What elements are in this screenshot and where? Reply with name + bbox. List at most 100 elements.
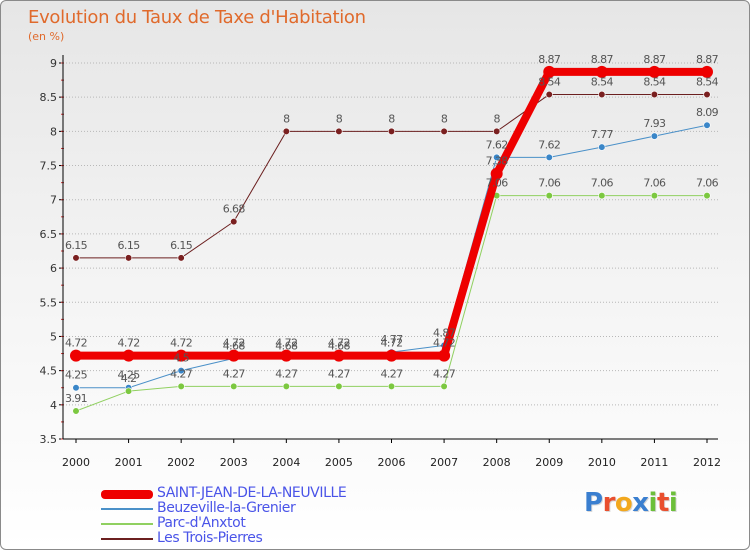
- data-point: [598, 90, 606, 99]
- data-label: 8: [441, 112, 448, 125]
- legend-swatch: [101, 538, 153, 540]
- y-tick-label: 3.5: [40, 433, 58, 446]
- data-point: [124, 254, 133, 262]
- data-label: 7.77: [591, 128, 614, 141]
- data-label: 4.27: [380, 367, 403, 380]
- data-point: [227, 349, 240, 362]
- data-label: 4.5: [173, 352, 189, 365]
- data-point: [70, 349, 82, 362]
- data-label: 7.06: [538, 177, 561, 190]
- data-point: [438, 349, 451, 362]
- logo-letter: i: [648, 488, 658, 518]
- data-label: 4.72: [275, 337, 297, 350]
- data-point: [703, 121, 711, 129]
- data-point: [598, 143, 606, 151]
- data-label: 8.87: [643, 53, 666, 66]
- data-point: [545, 153, 553, 161]
- data-point: [72, 384, 80, 392]
- data-point: [493, 153, 501, 161]
- data-point: [124, 387, 133, 395]
- data-label: 8.54: [643, 75, 666, 88]
- data-point: [650, 90, 659, 99]
- y-tick-label: 5.5: [40, 296, 58, 309]
- data-point: [282, 382, 290, 390]
- data-point: [598, 192, 606, 200]
- data-label: 4.68: [223, 339, 246, 352]
- x-tick-label: 2011: [640, 456, 668, 469]
- data-label: 7.38: [486, 155, 509, 168]
- data-label: 4.72: [65, 337, 87, 350]
- x-tick-label: 2008: [483, 456, 511, 469]
- logo-letter: t: [656, 488, 669, 518]
- y-tick-label: 8: [50, 125, 57, 138]
- data-label: 8.09: [696, 106, 719, 119]
- data-label: 7.06: [591, 177, 614, 190]
- data-point: [177, 382, 185, 390]
- chart-title: Evolution du Taux de Taxe d'Habitation: [28, 7, 366, 28]
- data-label: 8: [493, 112, 500, 125]
- chart-legend: SAINT-JEAN-DE-LA-NEUVILLE Beuzeville-la-G…: [101, 486, 431, 546]
- legend-label: Parc-d'Anxtot: [157, 515, 246, 531]
- legend-label: Les Trois-Pierres: [157, 530, 263, 546]
- y-tick-label: 6.5: [40, 228, 58, 241]
- data-point: [650, 192, 659, 200]
- data-point: [175, 349, 188, 362]
- data-label: 8.87: [696, 53, 719, 66]
- data-label: 4.68: [275, 339, 298, 352]
- proxiti-logo: Proxiti: [584, 488, 678, 518]
- legend-swatch: [101, 508, 153, 510]
- data-label: 4.27: [170, 367, 193, 380]
- data-point: [385, 349, 398, 362]
- data-point: [122, 349, 135, 362]
- data-point: [387, 382, 396, 390]
- data-point: [543, 65, 556, 78]
- chart-unit: (en %): [28, 30, 65, 43]
- data-label: 4.2: [121, 372, 137, 385]
- data-label: 6.15: [118, 239, 141, 252]
- data-label: 4.72: [380, 337, 402, 350]
- data-label: 4.87: [433, 326, 456, 339]
- x-tick-label: 2005: [325, 456, 353, 469]
- data-point: [282, 127, 290, 135]
- data-label: 7.93: [643, 117, 666, 130]
- data-label: 7.62: [538, 138, 560, 151]
- legend-swatch: [101, 489, 153, 499]
- data-label: 6.68: [223, 203, 246, 216]
- data-point: [703, 192, 711, 200]
- data-label: 7.06: [486, 177, 509, 190]
- data-point: [545, 90, 553, 99]
- logo-letter: P: [584, 488, 603, 518]
- data-label: 8: [336, 112, 343, 125]
- logo-letter: r: [602, 488, 616, 518]
- data-label: 6.15: [65, 239, 88, 252]
- x-tick-label: 2006: [378, 456, 406, 469]
- y-tick-label: 9: [50, 57, 57, 70]
- legend-item: Beuzeville-la-Grenier: [101, 501, 431, 516]
- data-label: 8: [283, 112, 290, 125]
- data-point: [387, 127, 396, 135]
- data-point: [545, 192, 553, 200]
- x-tick-label: 2002: [167, 456, 195, 469]
- x-tick-label: 2004: [272, 456, 300, 469]
- data-label: 4.27: [275, 367, 298, 380]
- data-label: 4.77: [380, 333, 403, 346]
- logo-letter: o: [614, 488, 633, 518]
- legend-label: SAINT-JEAN-DE-LA-NEUVILLE: [157, 485, 347, 501]
- data-point: [72, 407, 80, 415]
- data-point: [72, 254, 80, 262]
- data-label: 8.54: [591, 75, 614, 88]
- data-label: 8.54: [538, 75, 561, 88]
- data-label: 4.72: [433, 337, 455, 350]
- data-point: [440, 382, 448, 390]
- x-tick-label: 2007: [430, 456, 458, 469]
- data-label: 7.06: [643, 177, 666, 190]
- data-point: [701, 65, 713, 78]
- x-tick-label: 2009: [535, 456, 563, 469]
- data-point: [280, 349, 293, 362]
- y-tick-label: 7: [50, 194, 57, 207]
- data-label: 4.72: [328, 337, 350, 350]
- data-label: 4.25: [65, 369, 88, 382]
- logo-letter: i: [668, 488, 678, 518]
- legend-item: SAINT-JEAN-DE-LA-NEUVILLE: [101, 486, 431, 501]
